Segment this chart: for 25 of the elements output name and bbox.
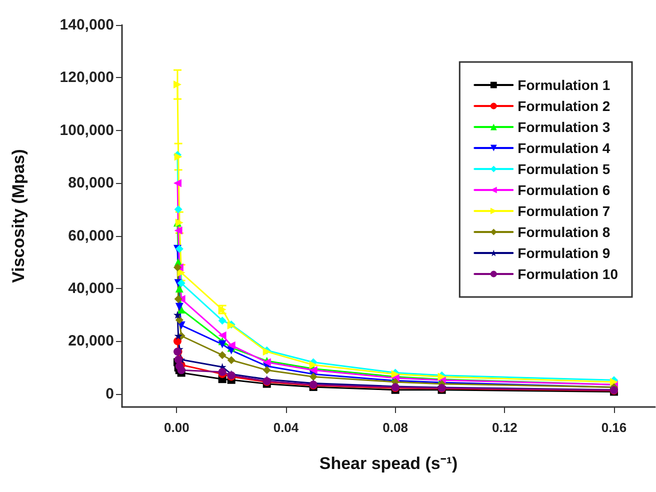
legend-label: Formulation 5 bbox=[518, 161, 610, 177]
y-tick-label: 100,000 bbox=[60, 122, 114, 139]
legend-label: Formulation 6 bbox=[518, 182, 610, 198]
x-axis-title: Shear spead (s⁻¹) bbox=[319, 454, 458, 473]
y-tick-label: 140,000 bbox=[60, 16, 114, 34]
legend-label: Formulation 4 bbox=[518, 140, 610, 156]
y-tick-label: 40,000 bbox=[68, 280, 114, 297]
legend-label: Formulation 8 bbox=[518, 224, 610, 240]
legend-label: Formulation 10 bbox=[518, 266, 618, 282]
legend-label: Formulation 9 bbox=[518, 245, 610, 261]
x-tick-label: 0.08 bbox=[382, 420, 408, 435]
legend-label: Formulation 2 bbox=[518, 98, 610, 114]
legend-label: Formulation 3 bbox=[518, 119, 610, 135]
y-axis-title: Viscosity (Mpas) bbox=[9, 149, 28, 283]
y-tick-label: 0 bbox=[106, 385, 114, 402]
x-tick-label: 0.12 bbox=[492, 420, 518, 435]
legend-label: Formulation 7 bbox=[518, 203, 610, 219]
y-tick-label: 80,000 bbox=[68, 174, 114, 192]
y-tick-label: 60,000 bbox=[68, 227, 114, 244]
x-tick-label: 0.16 bbox=[601, 420, 627, 435]
y-tick-label: 20,000 bbox=[68, 332, 114, 350]
x-tick-label: 0.04 bbox=[273, 420, 300, 435]
x-tick-label: 0.00 bbox=[164, 420, 190, 435]
y-tick-label: 120,000 bbox=[60, 69, 114, 86]
legend-label: Formulation 1 bbox=[518, 77, 610, 93]
